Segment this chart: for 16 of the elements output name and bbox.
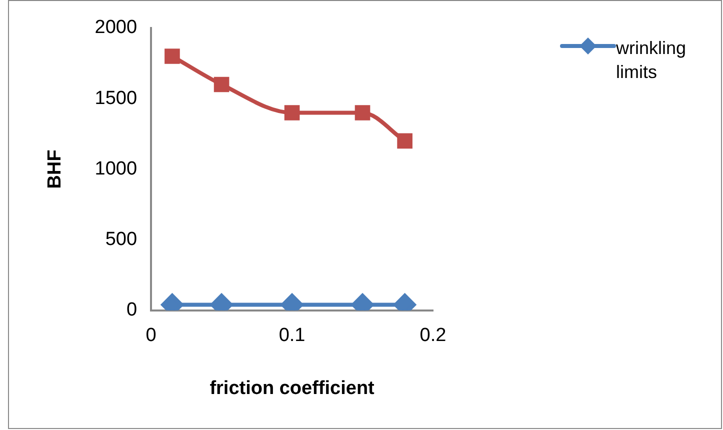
y-tick-label: 1500	[94, 88, 138, 109]
point	[164, 48, 180, 64]
y-axis-title: BHF	[44, 150, 66, 189]
point	[354, 105, 370, 120]
point	[284, 105, 300, 120]
x-tick-label: 0.2	[420, 325, 446, 346]
y-tick-label: 500	[105, 229, 138, 250]
point	[214, 76, 230, 92]
x-tick-label: 0.1	[278, 325, 306, 346]
y-tick-label: 2000	[94, 17, 138, 38]
y-tick-label: 0	[126, 300, 138, 321]
y-tick-label: 1000	[94, 158, 138, 180]
x-axis-title: friction coefficient	[210, 378, 376, 399]
legend-label: wrinkling limits	[616, 37, 688, 84]
x-tick-label: 0	[146, 325, 156, 346]
point	[397, 133, 412, 149]
